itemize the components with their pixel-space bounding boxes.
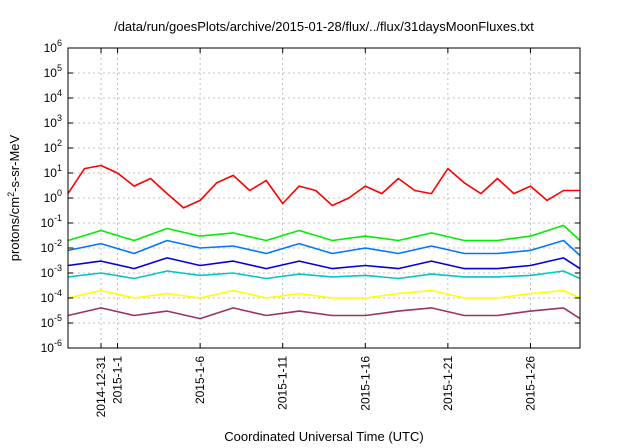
x-tick-label: 2015-1-11 xyxy=(276,356,290,410)
x-axis-ticks: 2014-12-31 2015-1-1 2015-1-6 2015-1-11 2015-… xyxy=(94,48,537,417)
series-line-5 xyxy=(67,289,581,299)
y-tick-label: 106 xyxy=(44,38,62,55)
x-tick-label: 2015-1-6 xyxy=(193,356,207,404)
y-tick-label: 10-2 xyxy=(41,238,62,255)
y-tick-label: 10-1 xyxy=(41,213,62,230)
y-tick-label: 10-5 xyxy=(41,313,62,330)
series-line-1 xyxy=(67,224,581,242)
y-tick-label: 105 xyxy=(44,63,62,80)
series-line-0 xyxy=(67,164,580,209)
series-line-4 xyxy=(67,270,581,280)
series-line-3 xyxy=(67,257,581,270)
y-tick-label: 100 xyxy=(44,188,62,205)
chart-title: /data/run/goesPlots/archive/2015-01-28/f… xyxy=(114,19,534,34)
y-tick-label: 10-6 xyxy=(41,338,62,355)
x-tick-label: 2015-1-16 xyxy=(358,356,372,411)
x-tick-label: 2014-12-31 xyxy=(94,356,108,418)
y-axis-ticks: 10-6 10-5 10-4 10-3 10-2 10-1 100 101 102 103 104 1… xyxy=(41,38,580,355)
y-tick-label: 103 xyxy=(44,113,62,130)
y-tick-label: 102 xyxy=(44,138,62,155)
series-line-2 xyxy=(67,239,581,257)
x-axis-label: Coordinated Universal Time (UTC) xyxy=(224,429,423,444)
y-tick-label: 10-4 xyxy=(41,288,62,305)
plot-frame xyxy=(67,47,581,349)
y-axis-label: protons/cm2-s-sr-MeV xyxy=(6,134,22,261)
y-tick-label: 101 xyxy=(44,163,62,180)
y-tick-label: 104 xyxy=(44,88,62,105)
series-line-6 xyxy=(67,307,581,320)
y-tick-label: 10-3 xyxy=(41,263,62,280)
x-tick-label: 2015-1-26 xyxy=(523,356,537,411)
series-group xyxy=(67,164,581,320)
x-tick-label: 2015-1-21 xyxy=(441,356,455,411)
x-tick-label: 2015-1-1 xyxy=(111,356,125,404)
